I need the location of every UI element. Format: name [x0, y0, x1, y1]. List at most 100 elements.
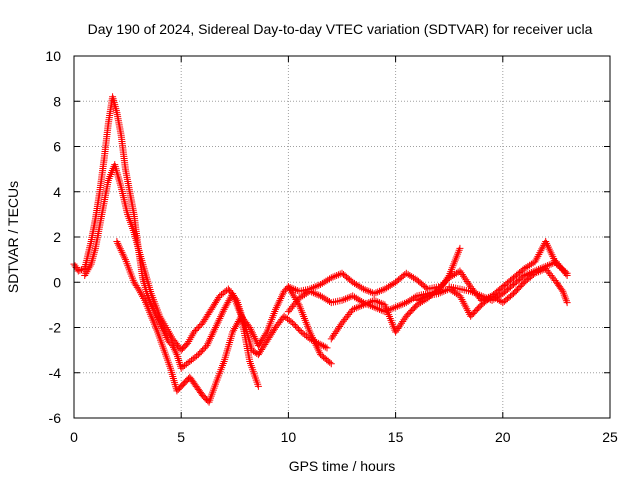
- data-point-marker: [367, 298, 375, 306]
- data-point-marker: [326, 358, 334, 366]
- data-point-marker: [468, 288, 476, 296]
- data-point-marker: [171, 347, 179, 355]
- data-point-marker: [232, 323, 240, 331]
- data-point-marker: [212, 322, 220, 330]
- data-point-marker: [356, 283, 364, 291]
- data-point-marker: [246, 324, 254, 331]
- data-point-marker: [536, 265, 544, 273]
- data-point-marker: [440, 287, 448, 295]
- data-point-marker: [352, 294, 360, 302]
- data-point-marker: [166, 339, 174, 347]
- data-point-marker: [420, 293, 428, 301]
- x-tick-label: 25: [602, 429, 618, 445]
- data-point-marker: [248, 329, 256, 337]
- data-point-marker: [462, 276, 470, 284]
- data-point-marker: [379, 286, 387, 294]
- data-point-marker: [321, 343, 329, 351]
- data-point-marker: [363, 299, 371, 307]
- data-point-marker: [377, 306, 385, 314]
- data-point-marker: [234, 317, 242, 325]
- data-point-marker: [551, 259, 559, 267]
- data-point-marker: [327, 360, 335, 368]
- data-point-marker: [493, 293, 501, 301]
- data-point-marker: [352, 304, 360, 312]
- data-point-marker: [351, 279, 359, 287]
- data-point-marker: [454, 268, 462, 276]
- data-point-marker: [121, 254, 129, 262]
- data-point-marker: [206, 334, 214, 342]
- data-point-marker: [113, 238, 121, 246]
- data-point-marker: [495, 292, 503, 300]
- data-point-marker: [406, 271, 414, 279]
- data-point-marker: [393, 326, 401, 334]
- data-point-marker: [273, 302, 281, 310]
- data-point-marker: [342, 295, 350, 303]
- data-point-marker: [289, 319, 297, 327]
- data-point-marker: [116, 245, 124, 253]
- y-tick-label: -4: [49, 365, 62, 381]
- series-track-8: [445, 258, 571, 304]
- y-tick-label: 6: [53, 139, 61, 155]
- data-point-marker: [370, 303, 378, 311]
- data-point-marker: [434, 290, 442, 298]
- data-point-marker: [474, 290, 482, 298]
- data-point-marker: [436, 289, 444, 297]
- data-point-marker: [249, 331, 257, 339]
- data-point-marker: [472, 290, 480, 298]
- data-point-marker: [452, 269, 460, 277]
- data-point-marker: [404, 297, 412, 305]
- data-point-marker: [218, 309, 226, 317]
- data-point-marker: [408, 273, 416, 281]
- data-point-marker: [209, 329, 217, 337]
- data-point-marker: [332, 328, 340, 336]
- data-point-marker: [354, 303, 362, 311]
- data-point-marker: [308, 284, 316, 292]
- data-point-marker: [327, 274, 335, 282]
- data-point-marker: [118, 248, 126, 256]
- data-point-marker: [372, 289, 380, 297]
- data-point-marker: [286, 284, 294, 292]
- data-point-marker: [386, 282, 394, 290]
- data-point-marker: [320, 278, 328, 286]
- data-point-marker: [399, 300, 407, 308]
- data-point-marker: [276, 296, 284, 304]
- data-point-marker: [399, 317, 407, 325]
- data-point-marker: [354, 295, 362, 303]
- data-point-marker: [248, 327, 256, 335]
- data-point-marker: [563, 271, 571, 279]
- data-point-marker: [393, 302, 401, 310]
- y-tick-label: 2: [53, 229, 61, 245]
- data-point-marker: [289, 290, 297, 298]
- x-tick-label: 15: [388, 429, 404, 445]
- data-point-marker: [329, 273, 337, 281]
- data-point-marker: [392, 303, 400, 311]
- data-point-marker: [163, 333, 171, 341]
- data-point-marker: [438, 288, 446, 296]
- data-point-marker: [284, 283, 292, 291]
- data-point-marker: [526, 269, 534, 277]
- data-point-marker: [459, 272, 467, 280]
- y-tick-label: 0: [53, 274, 61, 290]
- data-point-marker: [169, 343, 177, 351]
- data-point-marker: [320, 294, 328, 302]
- data-point-marker: [390, 304, 398, 312]
- data-point-marker: [488, 296, 496, 304]
- data-point-marker: [162, 332, 170, 340]
- data-point-marker: [477, 292, 485, 300]
- data-point-marker: [333, 271, 341, 279]
- data-point-marker: [481, 293, 489, 301]
- data-point-marker: [282, 286, 290, 294]
- y-axis-title: SDTVAR / TECUs: [5, 181, 21, 293]
- data-point-marker: [408, 295, 416, 303]
- data-point-marker: [334, 324, 342, 332]
- data-point-marker: [212, 324, 220, 331]
- data-point-marker: [274, 300, 282, 308]
- y-tick-labels: -6 -4 -2 0 2 4 6 8 10: [45, 48, 61, 426]
- data-point-marker: [203, 342, 211, 350]
- data-point-marker: [208, 331, 216, 339]
- data-point-marker: [361, 300, 369, 308]
- data-point-marker: [211, 325, 219, 333]
- x-tick-label: 5: [177, 429, 185, 445]
